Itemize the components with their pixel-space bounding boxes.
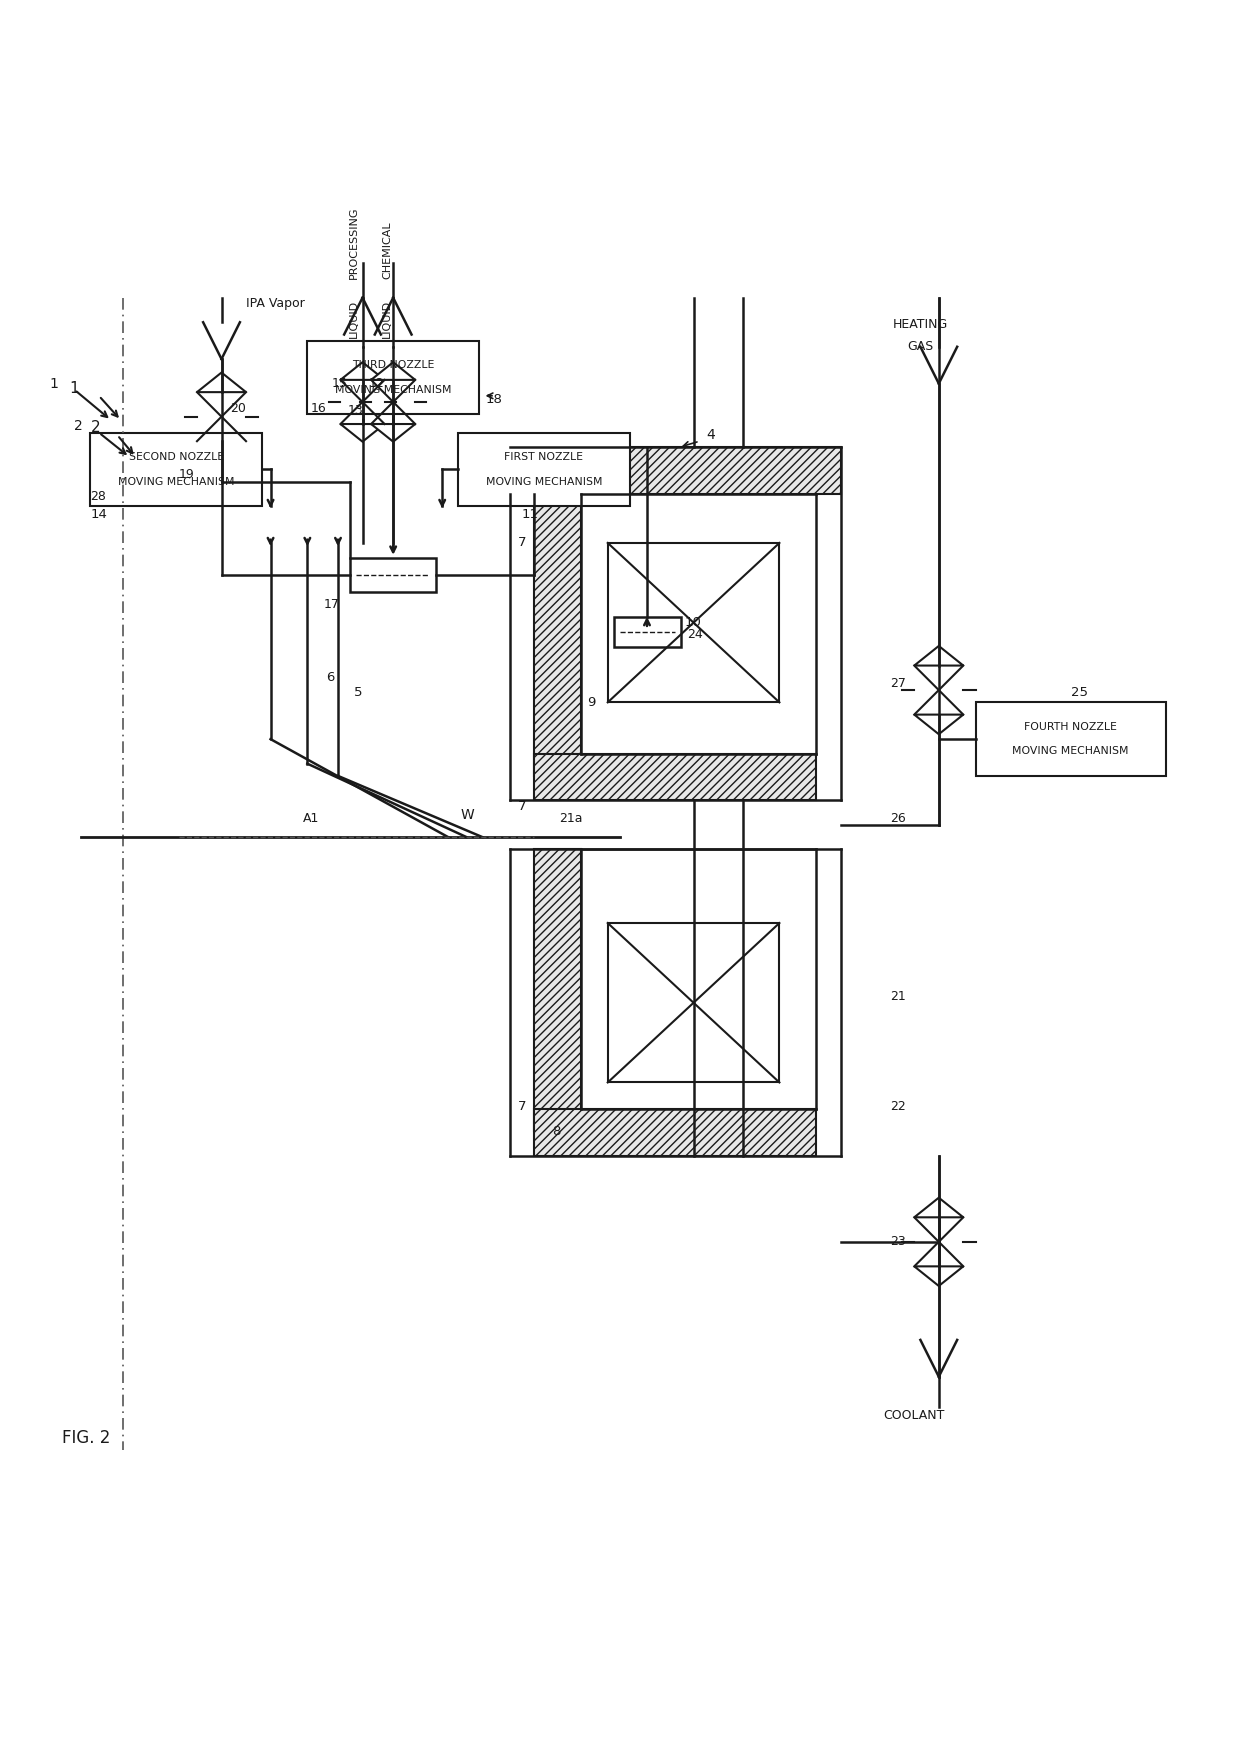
Polygon shape	[341, 425, 384, 442]
Text: 27: 27	[890, 678, 905, 690]
Text: 7: 7	[518, 537, 527, 549]
Text: 4: 4	[706, 428, 714, 442]
Bar	[510, 447, 841, 495]
Text: 2: 2	[73, 420, 82, 434]
Text: 11: 11	[522, 509, 539, 521]
Text: FOURTH NOZZLE: FOURTH NOZZLE	[1024, 722, 1117, 732]
Polygon shape	[341, 362, 384, 379]
Text: 15: 15	[332, 378, 347, 390]
Polygon shape	[371, 425, 415, 442]
Polygon shape	[914, 1266, 963, 1287]
Text: 18: 18	[485, 393, 502, 406]
Bar	[614, 617, 681, 647]
Bar	[608, 923, 780, 1082]
Text: MOVING MECHANISM: MOVING MECHANISM	[1012, 746, 1128, 757]
Text: 5: 5	[353, 685, 362, 699]
Text: 14: 14	[91, 509, 107, 521]
Bar	[534, 753, 816, 801]
Text: 28: 28	[91, 489, 107, 503]
Polygon shape	[914, 1197, 963, 1217]
Polygon shape	[371, 362, 415, 379]
Text: 24: 24	[687, 629, 703, 642]
Bar	[91, 432, 262, 507]
Text: 21: 21	[890, 989, 905, 1003]
Text: 16: 16	[311, 402, 327, 414]
Text: 10: 10	[684, 615, 702, 629]
Polygon shape	[914, 715, 963, 734]
Text: HEATING: HEATING	[893, 318, 949, 330]
Text: 7: 7	[518, 1101, 527, 1113]
Text: A1: A1	[304, 813, 320, 825]
Text: 26: 26	[890, 813, 905, 825]
Text: 22: 22	[890, 1101, 905, 1113]
Text: LIQUID: LIQUID	[382, 301, 392, 339]
Text: 6: 6	[326, 671, 334, 683]
Bar	[534, 850, 580, 1131]
Text: 13: 13	[347, 404, 363, 418]
Text: 25: 25	[1071, 685, 1089, 699]
Text: 1: 1	[50, 376, 58, 390]
Text: LIQUID: LIQUID	[348, 301, 358, 339]
Bar	[534, 495, 580, 776]
Text: MOVING MECHANISM: MOVING MECHANISM	[486, 477, 603, 486]
Text: PROCESSING: PROCESSING	[348, 206, 358, 280]
Text: 1: 1	[69, 381, 79, 397]
Text: IPA Vapor: IPA Vapor	[246, 297, 305, 311]
Bar	[976, 703, 1166, 776]
Bar	[608, 544, 780, 703]
Text: 9: 9	[587, 696, 595, 710]
Text: 23: 23	[890, 1236, 905, 1248]
Text: CHEMICAL: CHEMICAL	[382, 222, 392, 280]
Text: 17: 17	[324, 598, 340, 610]
Text: GAS: GAS	[908, 341, 934, 353]
Bar	[308, 341, 479, 414]
Text: 20: 20	[231, 402, 246, 414]
Text: 19: 19	[179, 468, 195, 481]
Text: FIG. 2: FIG. 2	[62, 1430, 110, 1447]
Polygon shape	[914, 647, 963, 666]
Text: MOVING MECHANISM: MOVING MECHANISM	[335, 385, 451, 395]
Text: THIRD NOZZLE: THIRD NOZZLE	[352, 360, 434, 371]
Text: SECOND NOZZLE: SECOND NOZZLE	[129, 453, 223, 461]
Polygon shape	[197, 440, 246, 461]
Text: MOVING MECHANISM: MOVING MECHANISM	[118, 477, 234, 486]
Text: 2: 2	[91, 420, 100, 435]
Text: W: W	[460, 808, 475, 822]
Bar	[534, 1110, 816, 1155]
Text: 21a: 21a	[559, 813, 583, 825]
Polygon shape	[197, 372, 246, 392]
Text: COOLANT: COOLANT	[884, 1409, 945, 1423]
Bar	[350, 558, 436, 593]
Bar	[458, 432, 630, 507]
Text: 7: 7	[518, 801, 527, 813]
Text: 12: 12	[368, 378, 384, 390]
Text: FIRST NOZZLE: FIRST NOZZLE	[505, 453, 584, 461]
Text: 8: 8	[553, 1126, 560, 1138]
